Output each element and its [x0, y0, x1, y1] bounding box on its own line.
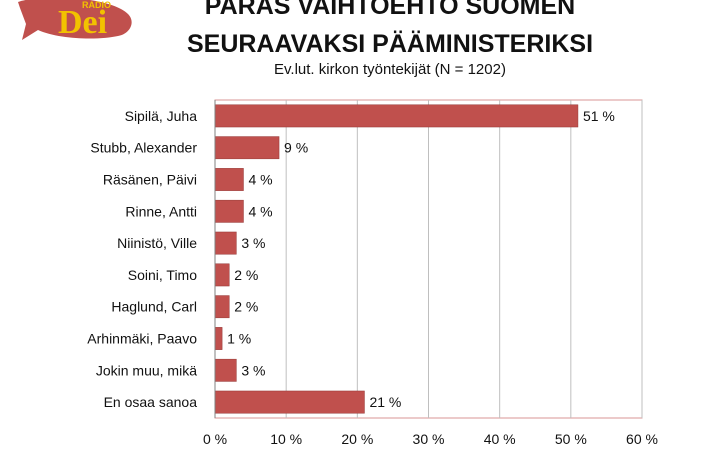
data-label: 2 % — [234, 267, 258, 283]
x-tick-label: 40 % — [484, 431, 516, 447]
logo-small-text: RADIO — [82, 0, 111, 10]
data-label: 2 % — [234, 299, 258, 315]
data-label: 21 % — [369, 394, 401, 410]
category-label: Soini, Timo — [128, 267, 197, 283]
data-label: 4 % — [248, 172, 272, 188]
category-label: Arhinmäki, Paavo — [87, 331, 197, 347]
radio-dei-logo: RADIO Dei — [18, 0, 132, 41]
bar — [214, 295, 230, 319]
data-label: 4 % — [248, 203, 272, 219]
bar — [214, 263, 230, 287]
x-tick-label: 50 % — [555, 431, 587, 447]
category-label: Stubb, Alexander — [90, 140, 197, 156]
bar — [214, 136, 280, 160]
data-label: 9 % — [284, 140, 308, 156]
bar — [214, 358, 237, 382]
bar — [214, 327, 223, 350]
category-label: Haglund, Carl — [111, 299, 197, 315]
category-label: Räsänen, Päivi — [103, 172, 197, 188]
bar — [214, 168, 244, 191]
chart-title-line-1: PARAS VAIHTOEHTO SUOMEN — [204, 0, 576, 20]
data-label: 3 % — [241, 362, 265, 378]
category-label: Jokin muu, mikä — [96, 362, 197, 378]
x-tick-label: 20 % — [341, 431, 373, 447]
x-tick-label: 0 % — [203, 431, 227, 447]
fish-icon — [18, 0, 132, 40]
bar — [214, 199, 244, 223]
category-label: Rinne, Antti — [125, 203, 197, 219]
category-label: Niinistö, Ville — [117, 235, 197, 251]
logo-text: Dei — [58, 4, 107, 41]
category-label: En osaa sanoa — [104, 394, 198, 410]
chart-subtitle: Ev.lut. kirkon työntekijät (N = 1202) — [274, 61, 506, 78]
bar — [214, 390, 365, 414]
bar — [214, 104, 579, 128]
x-tick-label: 30 % — [413, 431, 445, 447]
x-tick-label: 60 % — [626, 431, 658, 447]
bar — [214, 231, 237, 255]
chart-title-line-2: SEURAAVAKSI PÄÄMINISTERIKSI — [186, 30, 594, 58]
data-label: 3 % — [241, 235, 265, 251]
data-label: 1 % — [227, 331, 251, 347]
data-label: 51 % — [583, 108, 615, 124]
category-label: Sipilä, Juha — [125, 108, 198, 124]
x-tick-label: 10 % — [270, 431, 302, 447]
